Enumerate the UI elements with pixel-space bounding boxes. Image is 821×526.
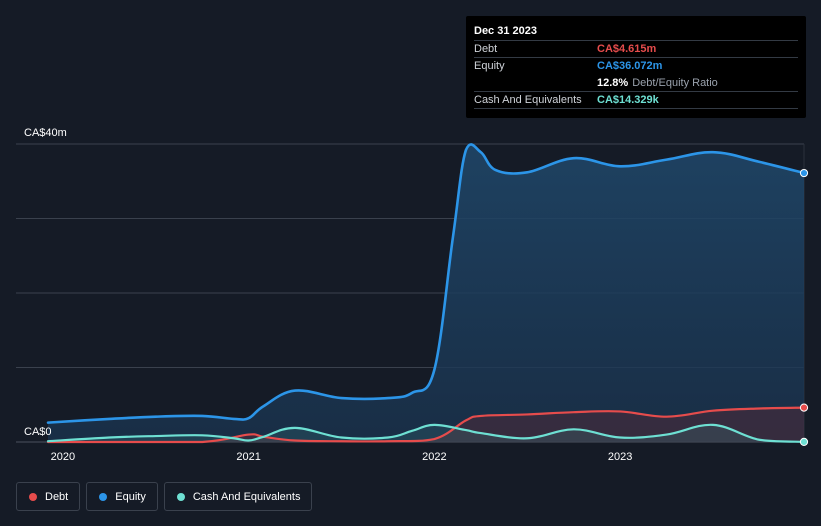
- tooltip-cash-label: Cash And Equivalents: [474, 94, 582, 106]
- debt-line: [46, 406, 806, 444]
- debt-end-point[interactable]: [799, 403, 809, 412]
- axis-labels: CA$40m CA$0 2020 2021 2022 2023: [24, 127, 632, 463]
- tooltip-ratio-row: 12.8% Debt/Equity Ratio: [474, 74, 798, 91]
- tooltip-equity-row: Equity CA$36.072m: [474, 57, 798, 74]
- equity-line: [46, 143, 806, 424]
- legend-equity-label: Equity: [115, 490, 146, 503]
- series-lines: [46, 143, 806, 444]
- cash-end-point[interactable]: [799, 437, 809, 446]
- debt-area: [48, 407, 804, 442]
- tooltip-bottom-divider: [474, 108, 798, 125]
- tooltip-debt-value: CA$4.615m: [597, 43, 657, 55]
- tooltip-debt-row: Debt CA$4.615m: [474, 40, 798, 57]
- cash-dot-icon: [176, 492, 185, 501]
- legend-equity-toggle[interactable]: Equity: [86, 482, 158, 511]
- end-markers: [799, 168, 809, 446]
- legend-debt-toggle[interactable]: Debt: [16, 482, 81, 511]
- legend-cash-label: Cash And Equivalents: [192, 490, 301, 503]
- tooltip-date: Dec 31 2023: [474, 25, 537, 37]
- tooltip-debt-label: Debt: [474, 43, 498, 55]
- tooltip-ratio-label: Debt/Equity Ratio: [632, 76, 718, 89]
- legend-debt-label: Debt: [45, 490, 69, 503]
- tooltip-equity-label: Equity: [474, 60, 505, 72]
- equity-end-point[interactable]: [799, 168, 809, 178]
- tooltip-equity-value: CA$36.072m: [597, 60, 663, 72]
- x-tick-label: 2022: [422, 451, 446, 463]
- equity-area: [48, 144, 804, 443]
- y-axis-max-label: CA$40m: [24, 127, 67, 139]
- tooltip-cash-value: CA$14.329k: [597, 94, 659, 106]
- chart-legend: Debt Equity Cash And Equivalents: [16, 482, 313, 511]
- tooltip-ratio-value: 12.8%: [597, 76, 629, 89]
- debt-dot-icon: [29, 492, 37, 501]
- x-tick-label: 2021: [236, 451, 260, 463]
- x-tick-label: 2023: [608, 451, 632, 463]
- legend-cash-toggle[interactable]: Cash And Equivalents: [163, 482, 313, 511]
- equity-dot-icon: [99, 492, 108, 501]
- cash-line: [46, 423, 806, 443]
- tooltip-panel: Dec 31 2023 Debt CA$4.615m Equity CA$36.…: [466, 16, 806, 118]
- y-axis-min-label: CA$0: [24, 426, 52, 438]
- x-tick-label: 2020: [51, 451, 75, 463]
- tooltip-cash-row: Cash And Equivalents CA$14.329k: [474, 91, 798, 108]
